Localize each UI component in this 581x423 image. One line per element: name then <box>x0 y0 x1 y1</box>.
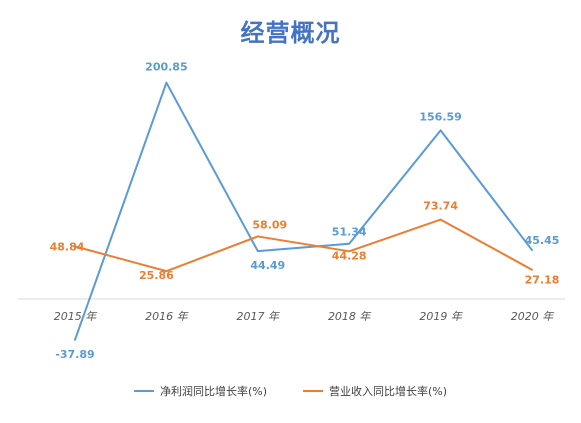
data-label-revenue-3: 44.28 <box>332 249 367 262</box>
data-label-revenue-2: 58.09 <box>252 218 287 231</box>
data-label-net-profit-4: 156.59 <box>419 110 461 123</box>
legend-swatch-revenue <box>303 390 323 392</box>
x-tick-label-2018: 2018 年 <box>328 310 371 323</box>
legend-item-net-profit: 净利润同比增长率(%) <box>133 383 267 399</box>
series-line-revenue <box>74 218 533 273</box>
x-tick-label-2017: 2017 年 <box>237 310 280 323</box>
x-tick-label-2020: 2020 年 <box>511 310 554 323</box>
legend-swatch-net-profit <box>133 390 154 392</box>
data-label-revenue-0: 48.84 <box>50 240 85 253</box>
data-label-net-profit-3: 51.34 <box>332 226 367 239</box>
chart-legend: 净利润同比增长率(%) 营业收入同比增长率(%) <box>0 383 581 399</box>
data-label-revenue-5: 27.18 <box>525 274 560 287</box>
legend-item-revenue: 营业收入同比增长率(%) <box>303 383 447 399</box>
legend-label-revenue: 营业收入同比增长率(%) <box>329 385 448 398</box>
chart-title: 经营概况 <box>240 19 341 47</box>
legend-label-net-profit: 净利润同比增长率(%) <box>159 385 267 398</box>
data-label-net-profit-1: 200.85 <box>145 61 187 74</box>
data-label-revenue-1: 25.86 <box>139 269 174 282</box>
data-label-net-profit-5: 45.45 <box>525 234 560 247</box>
x-tick-label-2015: 2015 年 <box>54 310 97 323</box>
data-label-net-profit-2: 44.49 <box>250 259 285 272</box>
series-line-net-profit <box>74 81 533 341</box>
data-label-revenue-4: 73.74 <box>423 200 458 213</box>
x-tick-label-2019: 2019 年 <box>419 310 462 323</box>
data-label-net-profit-0: -37.89 <box>55 348 94 361</box>
x-tick-label-2016: 2016 年 <box>145 310 188 323</box>
